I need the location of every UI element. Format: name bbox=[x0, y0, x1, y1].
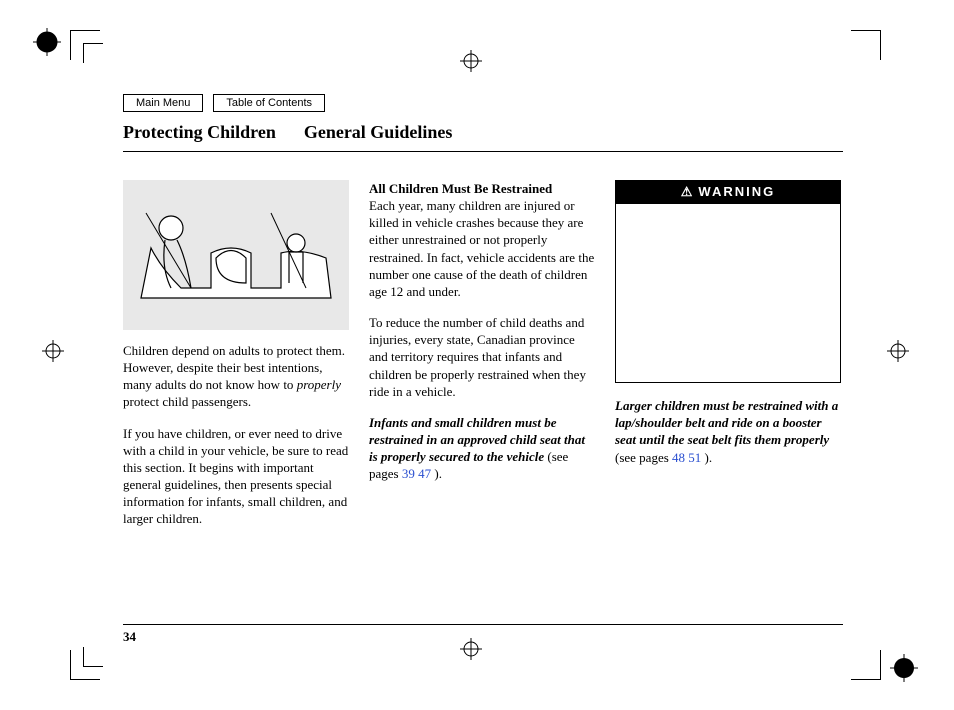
col1-p1: Children depend on adults to protect the… bbox=[123, 342, 349, 411]
col2-p3-close: ). bbox=[431, 466, 442, 481]
col1-p1b: protect child passengers. bbox=[123, 394, 251, 409]
main-menu-button[interactable]: Main Menu bbox=[123, 94, 203, 112]
page-link-39[interactable]: 39 bbox=[402, 466, 415, 481]
page-number: 34 bbox=[123, 624, 843, 645]
crop-mark-tl-inner bbox=[83, 43, 103, 63]
content-columns: Children depend on adults to protect the… bbox=[123, 180, 843, 542]
page-link-47[interactable]: 47 bbox=[418, 466, 431, 481]
crop-mark-tr bbox=[851, 30, 881, 60]
registration-mark-br bbox=[890, 654, 918, 682]
registration-mark-top bbox=[460, 50, 482, 72]
page-link-51[interactable]: 51 bbox=[688, 450, 701, 465]
title-part1: Protecting Children bbox=[123, 122, 276, 142]
column-1: Children depend on adults to protect the… bbox=[123, 180, 349, 542]
col1-p2: If you have children, or ever need to dr… bbox=[123, 425, 349, 528]
col1-properly: properly bbox=[297, 377, 341, 392]
page-title-row: Protecting Children General Guidelines bbox=[123, 122, 843, 152]
column-2: All Children Must Be Restrained Each yea… bbox=[369, 180, 595, 542]
registration-mark-right bbox=[887, 340, 909, 362]
page-title: Protecting Children General Guidelines bbox=[123, 122, 452, 142]
nav-buttons: Main Menu Table of Contents bbox=[123, 94, 325, 112]
warning-header: WARNING bbox=[615, 180, 841, 203]
col3-p-tail: (see pages bbox=[615, 450, 672, 465]
manual-page: Main Menu Table of Contents Protecting C… bbox=[0, 0, 954, 710]
column-3: WARNING Larger children must be restrain… bbox=[615, 180, 841, 542]
col2-p1-body: Each year, many children are injured or … bbox=[369, 198, 594, 299]
col3-p: Larger children must be restrained with … bbox=[615, 397, 841, 466]
col3-p-bolditalic: Larger children must be restrained with … bbox=[615, 398, 838, 447]
registration-mark-tl bbox=[33, 28, 61, 56]
toc-button[interactable]: Table of Contents bbox=[213, 94, 325, 112]
col2-p2: To reduce the number of child deaths and… bbox=[369, 314, 595, 400]
crop-mark-br bbox=[851, 650, 881, 680]
registration-mark-left bbox=[42, 340, 64, 362]
crop-mark-bl-inner bbox=[83, 647, 103, 667]
col3-p-close: ). bbox=[701, 450, 712, 465]
warning-box bbox=[615, 203, 841, 383]
col2-p1: All Children Must Be Restrained Each yea… bbox=[369, 180, 595, 300]
col2-p3: Infants and small children must be restr… bbox=[369, 414, 595, 483]
col2-heading: All Children Must Be Restrained bbox=[369, 181, 552, 196]
child-seat-illustration bbox=[123, 180, 349, 330]
page-link-48[interactable]: 48 bbox=[672, 450, 685, 465]
title-part2: General Guidelines bbox=[304, 122, 453, 142]
